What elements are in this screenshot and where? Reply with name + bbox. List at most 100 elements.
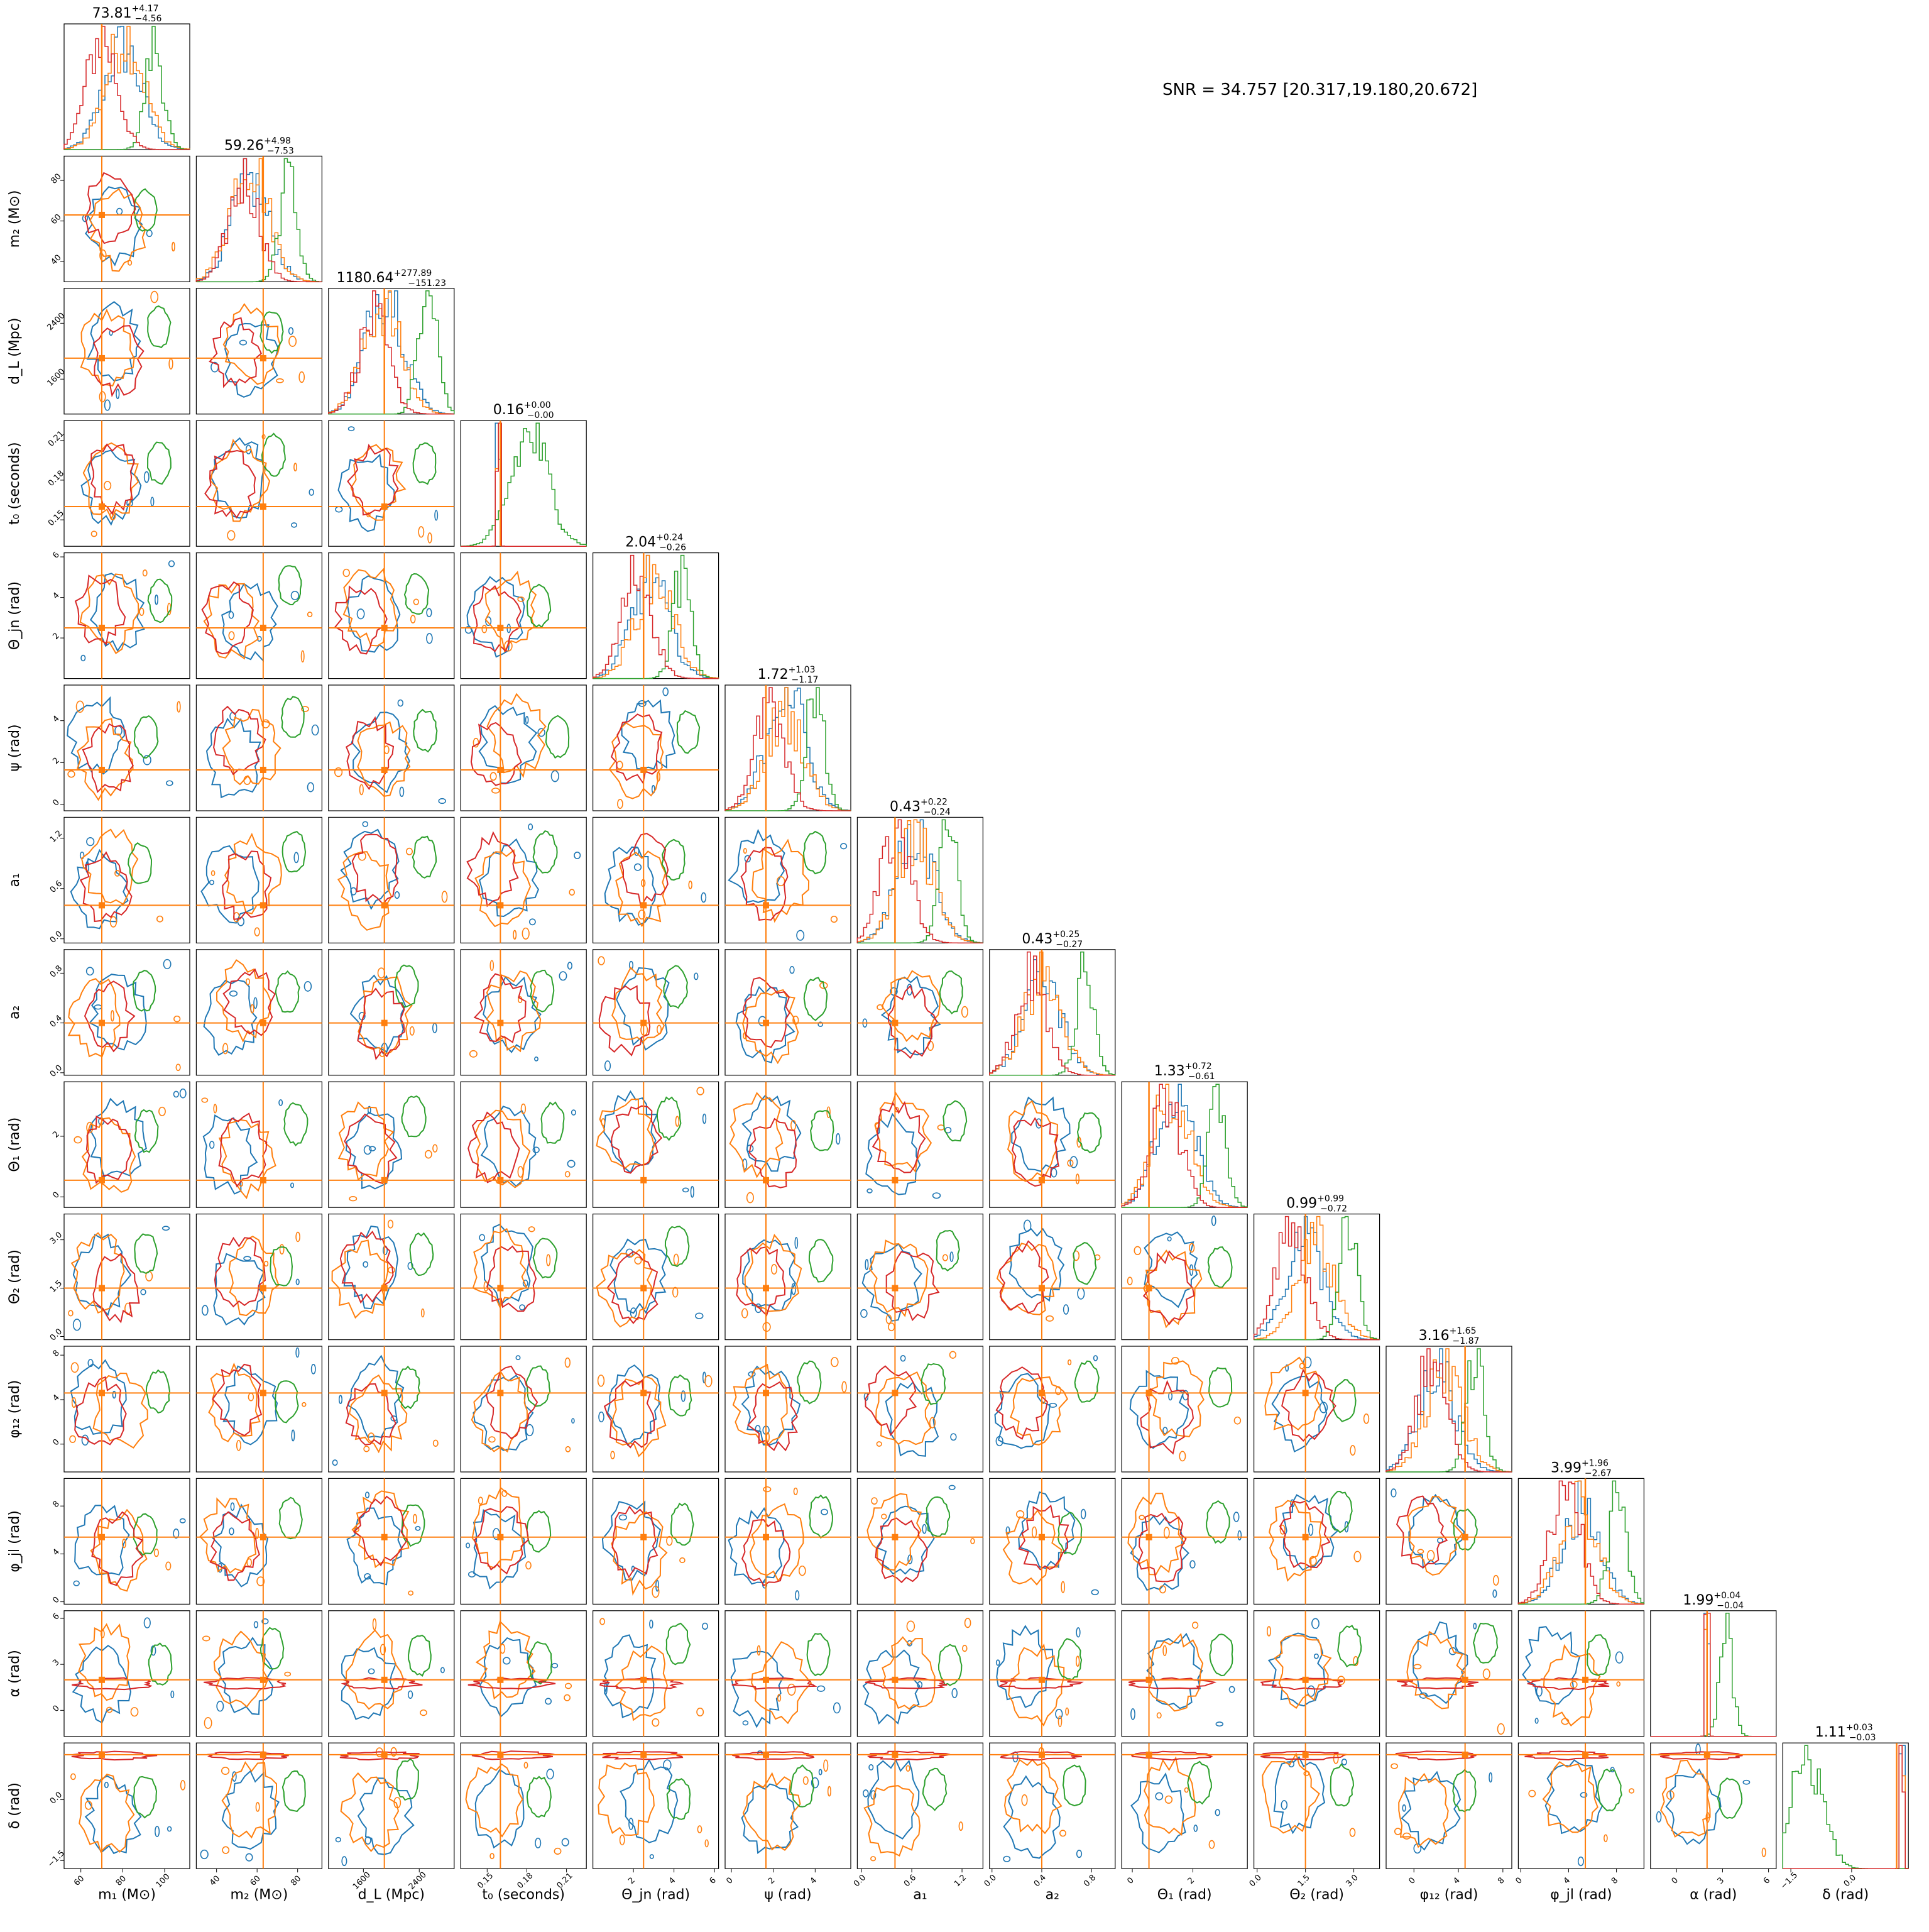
- contour-island-orange: [877, 1004, 884, 1011]
- contour-island-blue: [649, 1619, 653, 1629]
- panel-psi-t0: [460, 684, 587, 811]
- contour-island-blue: [633, 846, 640, 856]
- contour-island-blue: [604, 1060, 611, 1072]
- panel-t0-m1: 0.15 0.18 0.21: [46, 420, 190, 547]
- contour-island-blue: [466, 1542, 471, 1549]
- truth-marker: [260, 1751, 266, 1758]
- contour-blue: [1130, 1772, 1186, 1853]
- contour-island-blue: [309, 488, 314, 496]
- contour-green: [676, 710, 701, 754]
- contour-island-orange: [1299, 1363, 1305, 1369]
- contour-island-orange: [569, 889, 575, 896]
- contour-island-blue: [638, 700, 647, 707]
- contour-blue: [483, 975, 542, 1053]
- y-axis-label: δ (rad): [7, 1782, 23, 1829]
- panel-phi12-m1: 0 4 8: [51, 1346, 190, 1473]
- contour-island-orange: [300, 650, 305, 663]
- contour-island-orange: [1189, 1243, 1195, 1253]
- contour-green: [396, 1758, 419, 1801]
- contour-island-orange: [906, 1620, 915, 1632]
- panel-frame: [63, 288, 190, 415]
- contour-island-orange: [1629, 1788, 1635, 1794]
- contour-island-orange: [1139, 1515, 1145, 1520]
- contour-red: [334, 585, 388, 655]
- panel-psi-m2: [195, 684, 322, 811]
- contour-orange: [868, 1239, 929, 1317]
- contour-red: [222, 850, 272, 920]
- contour-island-orange: [964, 1618, 971, 1628]
- y-axis-label: ψ (rad): [7, 724, 23, 771]
- contour-island-blue: [338, 1395, 343, 1405]
- panel-phijl-dL: [328, 1478, 455, 1605]
- marginal-title-minus: −1.17: [791, 675, 818, 685]
- x-axis-label: Θ₂ (rad): [1289, 1887, 1344, 1903]
- contour-island-orange: [1046, 1315, 1054, 1322]
- contour-island-orange: [255, 1528, 260, 1539]
- contour-orange: [340, 1772, 400, 1852]
- contour-island-orange: [491, 788, 500, 794]
- contour-island-blue: [72, 1319, 82, 1331]
- contour-island-orange: [171, 241, 175, 252]
- contour-island-blue: [1489, 1772, 1493, 1783]
- truth-marker: [497, 1676, 504, 1683]
- contour-island-orange: [874, 1122, 880, 1129]
- contour-orange: [729, 1092, 784, 1178]
- contour-island-blue: [817, 1021, 824, 1028]
- contour-island-orange: [1208, 1840, 1215, 1849]
- truth-marker: [1462, 1676, 1468, 1683]
- contour-island-blue: [201, 1305, 209, 1316]
- panel-thetajn-dL: [328, 552, 455, 679]
- contour-island-blue: [625, 1248, 634, 1258]
- truth-marker: [99, 1534, 105, 1540]
- contour-island-orange: [1179, 1451, 1186, 1462]
- contour-green: [1062, 1764, 1086, 1807]
- contour-island-orange: [473, 737, 479, 748]
- contour-island-orange: [99, 391, 106, 403]
- contour-island-orange: [1761, 1847, 1766, 1857]
- panel-alpha-theta1: [1121, 1610, 1248, 1737]
- contour-green: [661, 838, 686, 881]
- x-tick-label: 0.0: [852, 1873, 868, 1889]
- contour-green: [939, 970, 963, 1014]
- contour-red: [341, 1677, 423, 1690]
- panel-dL-dL: 1180.64+277.89 −151.23: [328, 268, 455, 415]
- contour-blue: [89, 1097, 147, 1178]
- panel-theta2-psi: [724, 1213, 851, 1341]
- panel-thetajn-t0: [460, 552, 587, 679]
- contour-blue: [213, 1253, 266, 1326]
- panel-frame: [1650, 1610, 1777, 1737]
- contour-island-orange: [1394, 1828, 1402, 1835]
- truth-marker: [1302, 1751, 1309, 1758]
- x-tick-label: 8: [1496, 1875, 1506, 1885]
- contour-island-orange: [74, 1136, 82, 1144]
- contour-island-blue: [948, 1485, 956, 1490]
- contour-island-orange: [949, 1351, 957, 1359]
- contour-red: [736, 1246, 786, 1317]
- contour-blue: [741, 1783, 799, 1854]
- panel-frame: [1782, 1742, 1909, 1869]
- contour-island-blue: [464, 625, 473, 634]
- contour-island-blue: [293, 852, 299, 864]
- contour-island-blue: [546, 1769, 554, 1780]
- contour-red: [1000, 1750, 1082, 1761]
- contour-blue: [205, 717, 261, 799]
- contour-island-blue: [1308, 1523, 1314, 1536]
- contour-island-orange: [103, 481, 112, 491]
- panel-phijl-m2: [195, 1478, 322, 1605]
- panel-frame: [195, 816, 322, 944]
- truth-marker: [99, 503, 105, 510]
- contour-island-orange: [522, 927, 530, 940]
- marginal-title-median: 59.26: [224, 138, 264, 153]
- contour-blue: [80, 449, 142, 526]
- contour-red: [1130, 1750, 1213, 1761]
- panel-theta1-m1: 02: [51, 1081, 190, 1208]
- contour-blue: [346, 1507, 402, 1586]
- contour-island-orange: [696, 1087, 704, 1095]
- x-tick-label: 4: [1451, 1875, 1462, 1885]
- contour-island-orange: [307, 612, 313, 618]
- contour-island-orange: [71, 1397, 77, 1408]
- contour-island-orange: [652, 1718, 660, 1727]
- panel-frame: [989, 1213, 1116, 1341]
- panel-frame: [724, 1478, 851, 1605]
- contour-island-orange: [666, 1535, 673, 1546]
